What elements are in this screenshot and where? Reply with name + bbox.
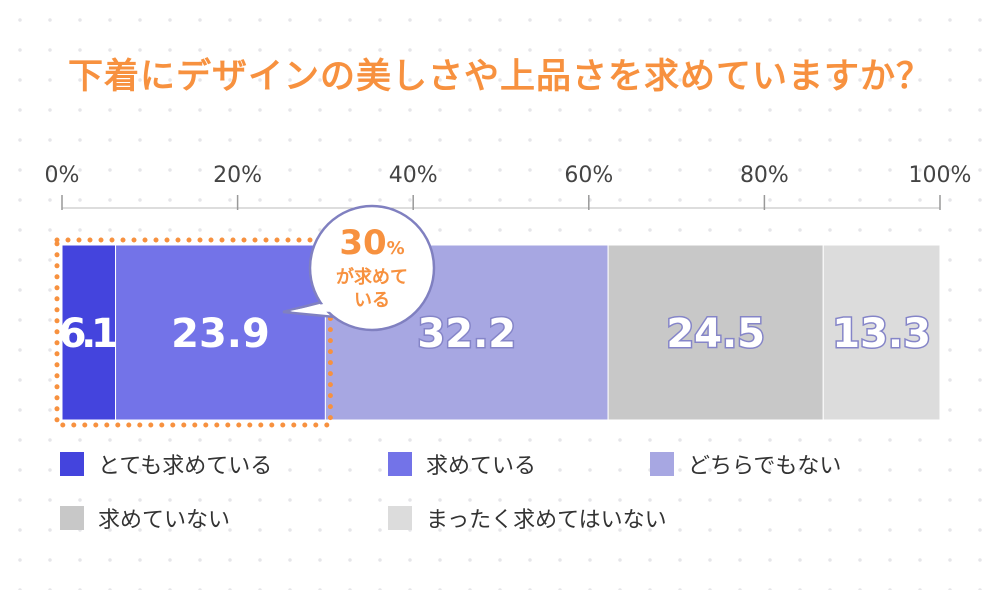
legend-label: 求めている <box>426 454 537 479</box>
callout-line1: が求めて <box>336 266 408 288</box>
legend-swatch <box>650 452 674 476</box>
tick-label: 100% <box>909 163 972 188</box>
bar-segment <box>61 244 117 421</box>
callout-value: 30% <box>339 223 404 263</box>
legend-item: どちらでもない <box>650 448 841 480</box>
chart-title: 下着にデザインの美しさや上品さを求めていますか？ <box>67 57 932 97</box>
highlight-border <box>54 237 333 428</box>
data-label: 24.5 <box>666 311 765 357</box>
tick-label: 80% <box>740 163 789 188</box>
legend-label: どちらでもない <box>688 454 842 479</box>
data-label: 32.2 <box>417 311 516 357</box>
legend-label: まったく求めてはいない <box>426 508 667 533</box>
tick-label: 0% <box>45 163 80 188</box>
data-label: 13.3 <box>832 311 931 357</box>
bar-segment <box>607 244 824 421</box>
legend-label: 求めていない <box>98 508 231 533</box>
tick-label: 20% <box>213 163 262 188</box>
legend-swatch <box>60 452 84 476</box>
callout-line2: いる <box>354 290 390 311</box>
legend-item: 求めていない <box>60 502 230 534</box>
callout-tail-fill <box>290 303 340 312</box>
legend-swatch <box>60 506 84 530</box>
legend-swatch <box>388 506 412 530</box>
tick-label: 40% <box>389 163 438 188</box>
legend-swatch <box>388 452 412 476</box>
legend-item: 求めている <box>388 448 536 480</box>
legend-item: とても求めている <box>60 448 272 480</box>
bar-segment <box>822 244 941 421</box>
data-label: 6.1 <box>59 311 119 357</box>
callout-bubble <box>308 204 436 332</box>
legend-label: とても求めている <box>98 454 273 479</box>
data-label: 23.9 <box>171 311 270 357</box>
tick-label: 60% <box>564 163 613 188</box>
legend-item: まったく求めてはいない <box>388 502 667 534</box>
